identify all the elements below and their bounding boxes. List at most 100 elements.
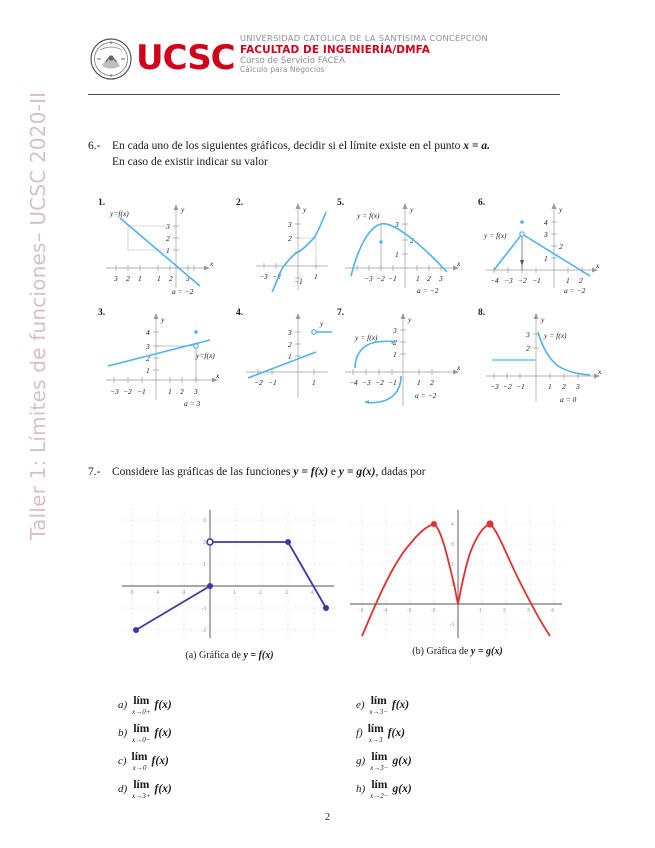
- svg-text:3: 3: [575, 382, 580, 391]
- svg-text:-2: -2: [431, 608, 436, 614]
- figure-b-caption-tag: (b): [412, 646, 424, 657]
- svg-text:−3: −3: [362, 378, 371, 387]
- svg-text:1: 1: [166, 246, 170, 255]
- limit-item-a-op: lím: [133, 695, 150, 707]
- figure-a-caption-tag: (a): [185, 650, 197, 661]
- exercise-7-math-g: y = g(x): [338, 466, 376, 478]
- header-line-university: UNIVERSIDAD CATÓLICA DE LA SANTÍSIMA CON…: [240, 33, 488, 43]
- svg-text:3: 3: [392, 326, 397, 335]
- logo-wordmark: UCSC: [136, 38, 236, 78]
- graph-4-label: 4.: [236, 308, 244, 318]
- limit-item-g-fn: g(x): [392, 755, 412, 768]
- header-line-subject: Cálculo para Negocios: [240, 65, 325, 75]
- limit-item-e-tag: e): [356, 699, 365, 712]
- svg-text:−2: −2: [254, 378, 263, 387]
- limit-item-a-fn: f(x): [154, 699, 172, 712]
- svg-text:y: y: [180, 205, 185, 214]
- svg-text:3: 3: [185, 274, 190, 283]
- exercise-7-text-end: , dadas por: [375, 466, 426, 478]
- svg-text:1: 1: [566, 276, 570, 285]
- svg-text:3: 3: [525, 330, 530, 339]
- svg-text:1: 1: [138, 274, 142, 283]
- limit-item-g-op: lím: [371, 751, 388, 763]
- svg-text:2: 2: [503, 608, 506, 614]
- svg-text:3: 3: [203, 518, 206, 524]
- header-line-course: Curso de Servicio FACEA: [240, 56, 345, 67]
- limit-item-e-fn: f(x): [391, 699, 410, 712]
- svg-text:x: x: [215, 371, 220, 380]
- svg-text:1: 1: [312, 378, 316, 387]
- exercise-7-text-mid: e: [328, 466, 339, 478]
- svg-text:2: 2: [410, 236, 414, 245]
- svg-text:−2: −2: [375, 378, 384, 387]
- svg-text:−4: −4: [490, 276, 499, 285]
- limit-item-e-sub: x→3−: [369, 707, 388, 716]
- svg-text:2: 2: [166, 234, 170, 243]
- svg-text:x: x: [209, 259, 214, 268]
- svg-text:2: 2: [203, 540, 206, 546]
- svg-text:3: 3: [193, 387, 198, 396]
- svg-text:2: 2: [427, 274, 431, 283]
- svg-text:3: 3: [287, 328, 292, 337]
- svg-text:3: 3: [285, 590, 288, 596]
- limit-item-c-sub: x→0: [132, 763, 147, 772]
- graph-6-a-label: a = −2: [564, 286, 586, 295]
- svg-text:y: y: [540, 315, 545, 324]
- header-divider: [88, 94, 560, 95]
- svg-text:1: 1: [416, 274, 420, 283]
- figure-b-plot: -5 -4 -3 -2 1 2 3 4 4 3 2 1 -1: [350, 508, 565, 638]
- graph-4: 4. −2 −1 1 3 2 1 y: [236, 306, 336, 411]
- limit-item-f-tag: f): [356, 727, 363, 740]
- limit-item-d-tag: d): [118, 783, 128, 796]
- figure-b-caption-math: y = g(x): [470, 646, 503, 657]
- limit-item-f-sub: x→3: [368, 735, 383, 744]
- limit-item-d-sub: x→3+: [132, 791, 151, 800]
- figure-a-graph-f: -5 -4 -3 1 2 3 4 3 2 1 -1 -2: [122, 508, 337, 638]
- limit-item-d-fn: f(x): [154, 783, 172, 796]
- svg-text:4: 4: [551, 608, 554, 614]
- limit-item-c: c) lím x→0 f(x): [118, 751, 169, 772]
- graph-5-fn-label: y = f(x): [356, 211, 380, 220]
- exercise-6-math: x = a.: [463, 140, 490, 152]
- limit-item-a-tag: a): [118, 699, 128, 712]
- svg-text:-5: -5: [129, 590, 134, 596]
- graph-7-a-label: a = −2: [415, 391, 437, 400]
- svg-text:−2: −2: [518, 276, 527, 285]
- graph-3-label: 3.: [98, 308, 106, 318]
- limit-item-d: d) lím x→3+ f(x): [118, 779, 172, 800]
- limit-item-g-sub: x→3−: [370, 763, 389, 772]
- svg-text:1: 1: [288, 352, 292, 361]
- graph-7-label: 7.: [337, 308, 345, 318]
- svg-text:1: 1: [233, 590, 236, 596]
- limit-item-h: h) lím x→2− g(x): [356, 779, 412, 800]
- svg-text:2: 2: [146, 354, 150, 363]
- svg-text:−1: −1: [388, 378, 397, 387]
- limit-item-a-sub: x→0+: [132, 707, 151, 716]
- svg-text:3: 3: [165, 222, 170, 231]
- graph-2: 2. −3 −2 1 3 2 −1 y: [236, 196, 336, 296]
- graph-5-a-label: a = −2: [417, 286, 439, 295]
- exercise-6-line1: En cada uno de los siguientes gráficos, …: [112, 140, 464, 152]
- header-line-faculty: FACULTAD DE INGENIERÍA/DMFA: [240, 43, 430, 56]
- svg-text:2: 2: [559, 242, 563, 251]
- graph-2-label: 2.: [236, 198, 244, 208]
- graph-8-label: 8.: [478, 308, 486, 318]
- figure-a-caption-math: y = f(x): [243, 650, 274, 661]
- graph-3-a-label: a = 3: [184, 399, 201, 408]
- svg-text:x: x: [595, 261, 600, 270]
- svg-text:−3: −3: [259, 272, 268, 281]
- figure-b-graph-g: -5 -4 -3 -2 1 2 3 4 4 3 2 1 -1: [350, 508, 565, 638]
- svg-text:2: 2: [451, 562, 454, 568]
- svg-text:2: 2: [288, 234, 292, 243]
- figure-a-caption: (a) Gráfica de y = f(x): [122, 650, 337, 661]
- exercise-7-number: 7.-: [88, 466, 101, 478]
- svg-text:x: x: [597, 367, 602, 376]
- figure-a-caption-text: Gráfica de: [199, 650, 244, 661]
- svg-text:1: 1: [157, 274, 161, 283]
- exercise-6-number: 6.-: [88, 140, 101, 152]
